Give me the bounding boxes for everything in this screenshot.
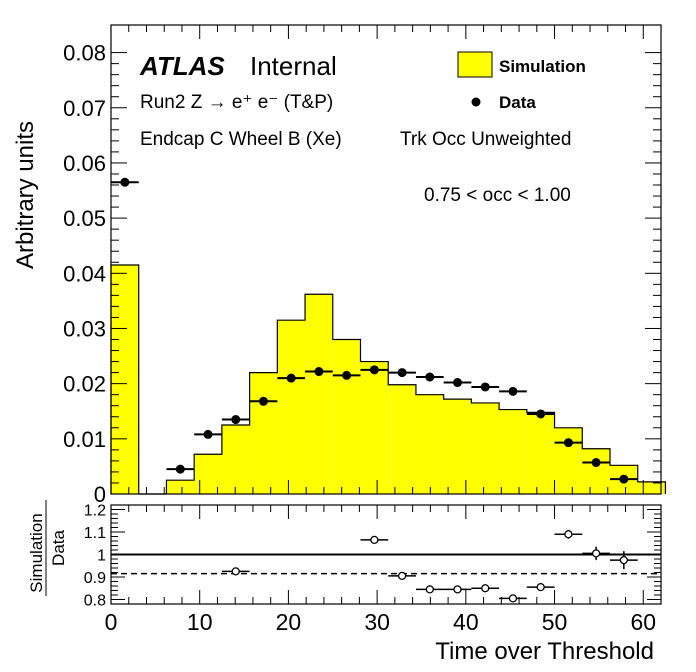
data-point — [342, 370, 352, 380]
legend: Simulation Data — [457, 51, 586, 112]
simulation-bin — [332, 339, 361, 494]
ratio-point — [536, 582, 545, 592]
simulation-bin — [249, 372, 278, 494]
x-tick-label: 10 — [187, 609, 213, 635]
ratio-y-tick-label: 1.1 — [84, 525, 106, 542]
ratio-point — [370, 535, 379, 545]
simulation-bin — [443, 399, 472, 494]
legend-data-label: Data — [499, 93, 536, 112]
ratio-point — [481, 584, 490, 593]
weighting-label: Trk Occ Unweighted — [400, 129, 571, 150]
ratio-point — [231, 567, 240, 576]
legend-data-marker — [471, 97, 481, 107]
y-tick-label: 0.05 — [63, 206, 106, 231]
ratio-y-tick-label: 0.8 — [84, 593, 106, 610]
simulation-bin — [166, 480, 195, 494]
simulation-bin — [277, 320, 306, 494]
ratio-point — [425, 585, 434, 594]
data-point — [453, 378, 463, 388]
main-plot-frame — [110, 24, 662, 495]
occupancy-range-label: 0.75 < occ < 1.00 — [424, 185, 571, 206]
main-plot: 0 0.01 0.02 0.03 0.04 0.05 0.06 0.07 0.08 — [63, 24, 667, 507]
data-point — [591, 458, 601, 468]
data-point — [258, 396, 268, 406]
simulation-bin — [526, 412, 555, 494]
ratio-point — [619, 555, 629, 565]
y-tick-label: 0.01 — [63, 427, 106, 452]
data-point — [286, 373, 296, 383]
y-tick-label: 0.03 — [63, 316, 106, 341]
atlas-label: ATLAS — [139, 51, 225, 81]
legend-simulation-label: Simulation — [499, 57, 586, 76]
data-point — [508, 386, 518, 396]
x-tick-label: 60 — [630, 609, 656, 635]
data-point — [480, 382, 490, 392]
ratio-plot: 0.8 0.9 1 1.1 1.2 0 10 20 30 40 50 60 — [84, 503, 662, 635]
y-axis-title: Arbitrary units — [12, 121, 39, 269]
ratio-y-title-numerator: Simulation — [27, 513, 46, 592]
y-tick-label: 0.07 — [63, 96, 106, 121]
data-point — [425, 372, 435, 382]
ratio-point — [591, 549, 601, 558]
data-point — [397, 368, 407, 378]
y-tick-label: 0 — [94, 482, 106, 507]
ratio-point — [397, 571, 407, 581]
simulation-bin — [554, 427, 583, 494]
y-tick-label: 0.08 — [63, 41, 106, 66]
data-point — [369, 365, 379, 375]
y-tick-label: 0.04 — [63, 261, 106, 286]
x-axis-title: Time over Threshold — [435, 638, 654, 665]
ratio-y-title-denominator: Data — [49, 530, 68, 566]
y-tick-label: 0.02 — [63, 372, 106, 397]
simulation-bin — [471, 402, 500, 494]
data-point — [619, 474, 629, 484]
x-tick-label: 20 — [276, 609, 302, 635]
ratio-point — [564, 530, 573, 539]
data-point — [314, 367, 324, 377]
data-point — [563, 438, 573, 448]
ratio-y-tick-label: 0.9 — [84, 570, 106, 587]
ratio-point — [508, 594, 518, 603]
simulation-bin — [111, 265, 139, 494]
data-point — [231, 415, 241, 425]
region-label: Endcap C Wheel B (Xe) — [140, 129, 342, 150]
data-point — [175, 464, 185, 474]
ratio-y-tick-label: 1 — [97, 548, 106, 565]
simulation-bin — [582, 448, 610, 494]
internal-label: Internal — [250, 51, 337, 81]
x-tick-label: 40 — [453, 609, 479, 635]
simulation-bin — [305, 294, 333, 494]
process-label: Run2 Z → e⁺ e⁻ (T&P) — [140, 92, 333, 113]
simulation-bin — [637, 481, 666, 494]
ratio-y-tick-label: 1.2 — [84, 503, 106, 520]
simulation-bin — [221, 425, 250, 494]
simulation-bin — [388, 384, 416, 494]
simulation-bin — [360, 361, 389, 494]
legend-simulation-swatch — [457, 51, 493, 78]
data-point — [536, 409, 546, 419]
data-point — [120, 177, 130, 187]
x-tick-label: 50 — [542, 609, 568, 635]
simulation-bin — [499, 409, 527, 494]
x-tick-label: 0 — [105, 609, 118, 635]
simulation-bin — [415, 394, 444, 494]
x-tick-label: 30 — [364, 609, 390, 635]
ratio-point — [453, 585, 462, 594]
y-tick-label: 0.06 — [63, 151, 106, 176]
data-point — [203, 429, 213, 439]
